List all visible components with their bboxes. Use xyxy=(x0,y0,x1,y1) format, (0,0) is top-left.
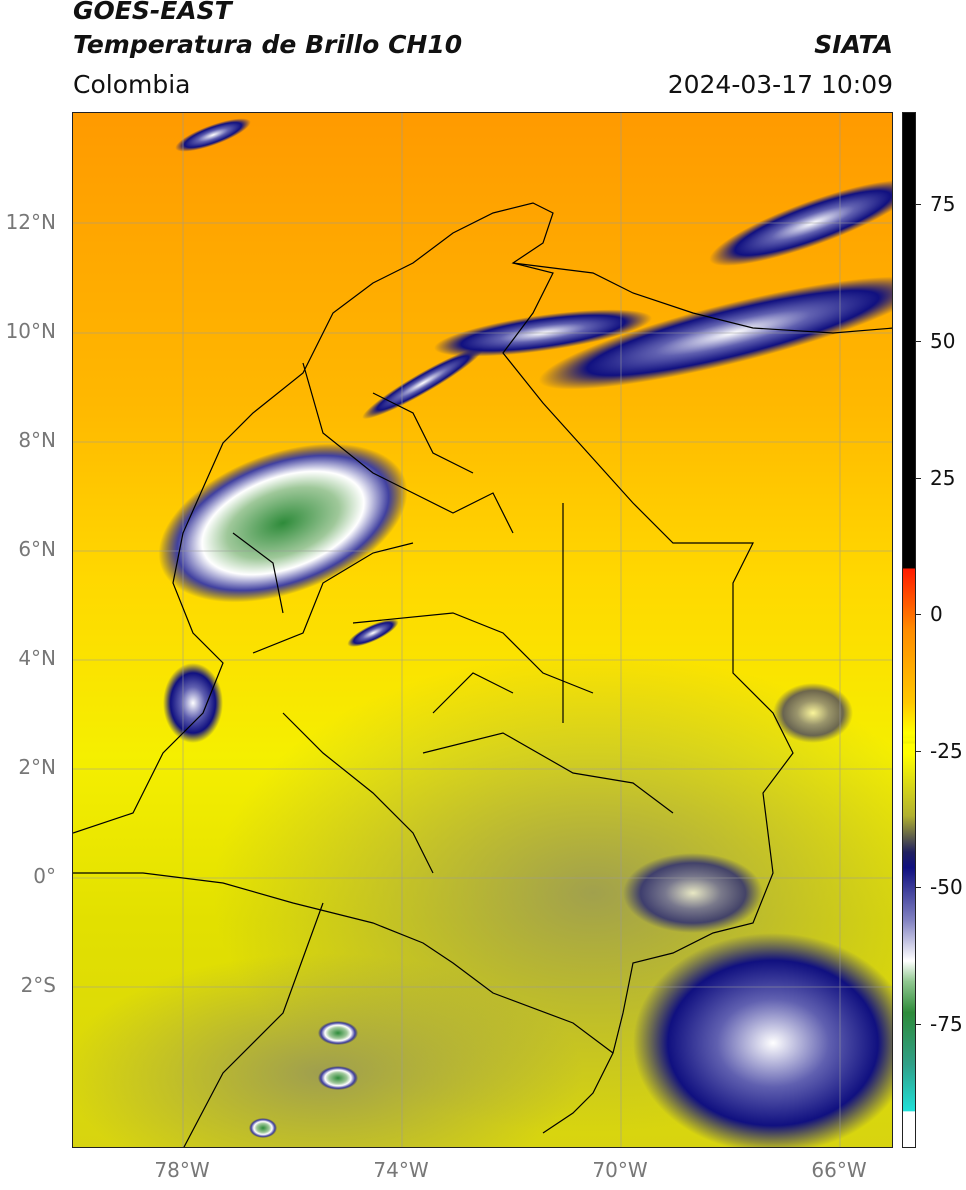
lat-label-6n: 6°N xyxy=(18,537,56,561)
lon-label-78w: 78°W xyxy=(154,1158,210,1182)
colorbar-label-75: 75 xyxy=(930,192,956,216)
product-title: Temperatura de Brillo CH10 xyxy=(73,30,463,59)
colorbar-gradient xyxy=(903,113,915,1147)
map-image xyxy=(73,113,892,1147)
lon-label-74w: 74°W xyxy=(373,1158,429,1182)
lat-label-12n: 12°N xyxy=(5,210,56,234)
colorbar-label-25: 25 xyxy=(930,466,956,490)
lat-label-2s: 2°S xyxy=(20,973,56,997)
satellite-title: GOES-EAST xyxy=(73,0,232,25)
borders xyxy=(73,202,892,1147)
satellite-map xyxy=(72,112,893,1148)
lon-label-70w: 70°W xyxy=(592,1158,648,1182)
lat-label-0: 0° xyxy=(33,864,56,888)
colorbar xyxy=(902,112,916,1148)
colorbar-label-0: 0 xyxy=(930,602,943,626)
colorbar-label-neg50: -50 xyxy=(930,875,963,899)
colorbar-label-50: 50 xyxy=(930,329,956,353)
region-label: Colombia xyxy=(73,70,191,99)
lat-label-4n: 4°N xyxy=(18,646,56,670)
lat-label-2n: 2°N xyxy=(18,755,56,779)
lat-label-10n: 10°N xyxy=(5,319,56,343)
brand-label: SIATA xyxy=(814,30,893,59)
lat-label-8n: 8°N xyxy=(18,428,56,452)
timestamp-label: 2024-03-17 10:09 xyxy=(667,70,893,99)
colorbar-label-neg75: -75 xyxy=(930,1012,963,1036)
lon-label-66w: 66°W xyxy=(811,1158,867,1182)
colorbar-label-neg25: -25 xyxy=(930,739,963,763)
graticule xyxy=(73,113,892,1147)
